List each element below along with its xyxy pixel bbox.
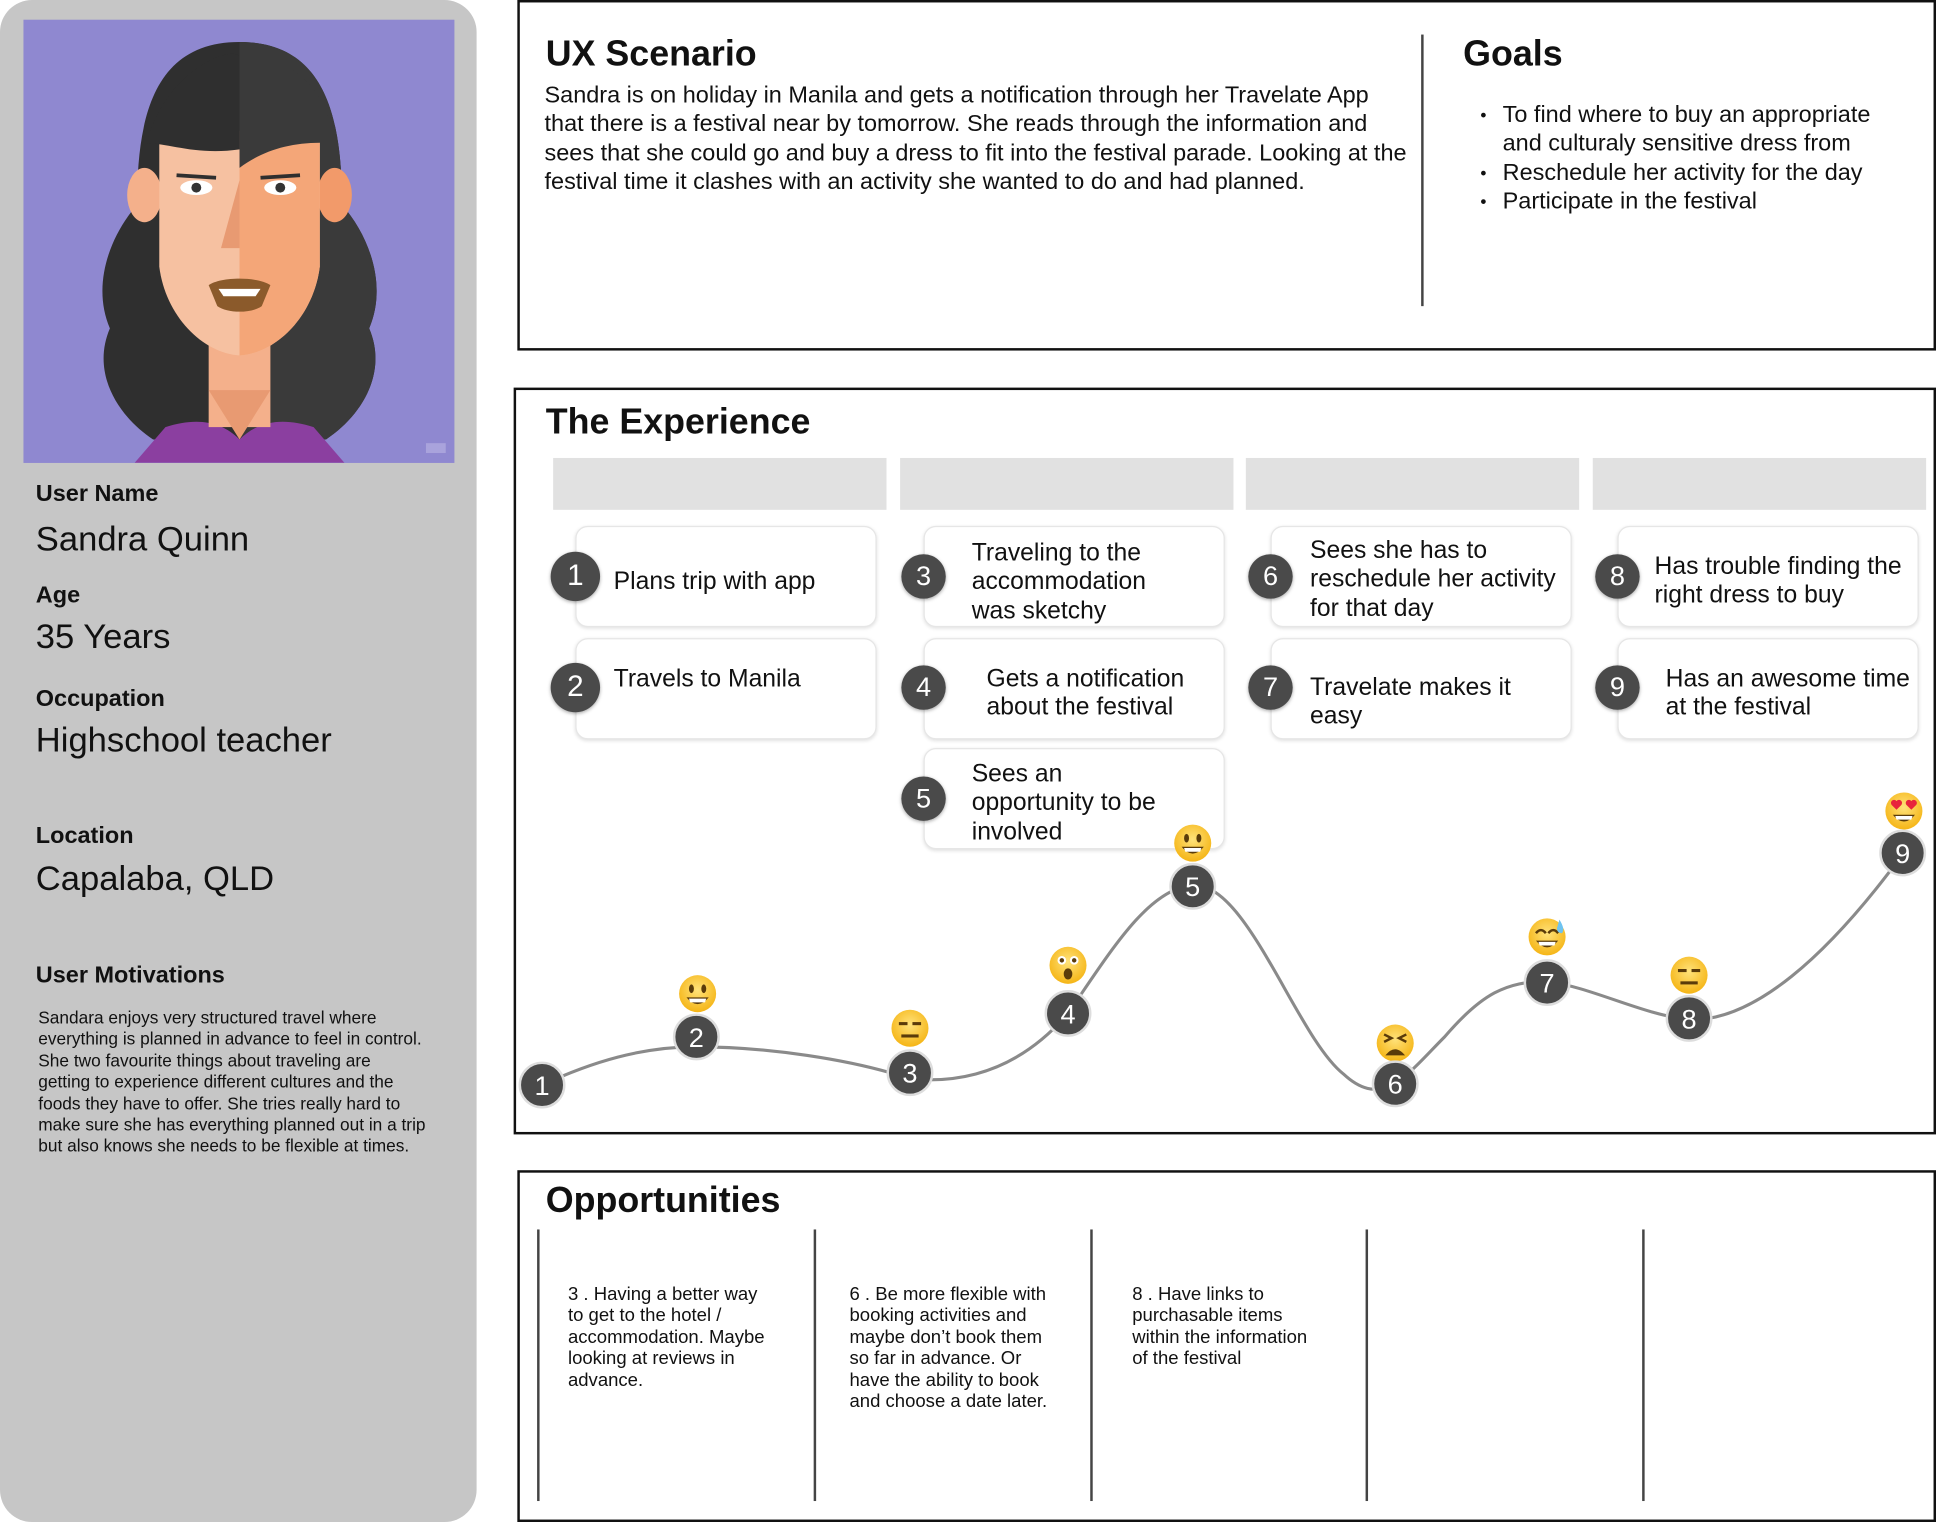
journey-point-label: 1 — [534, 1070, 549, 1101]
step-badge: 4 — [901, 665, 946, 710]
motivations-text: Sandara enjoys very structured travel wh… — [38, 1007, 426, 1156]
goal-item: Reschedule her activity for the day — [1461, 159, 1905, 188]
location-value: Capalaba, QLD — [35, 859, 275, 898]
age-label: Age — [35, 582, 81, 609]
step-card-4 — [923, 638, 1225, 740]
step-badge: 2 — [550, 662, 601, 713]
scenario-title: UX Scenario — [545, 34, 757, 75]
step-card-9 — [1617, 638, 1919, 740]
step-text: Has trouble finding the right dress to b… — [1654, 553, 1902, 610]
step-badge: 3 — [901, 554, 946, 599]
step-badge: 1 — [550, 551, 601, 602]
location-label: Location — [35, 823, 134, 850]
opportunity-divider — [1365, 1229, 1368, 1502]
step-text: Traveling to the accommodation was sketc… — [971, 539, 1147, 625]
motivations-label: User Motivations — [35, 962, 225, 989]
step-card-3 — [923, 525, 1225, 628]
persona-avatar — [23, 19, 455, 463]
opportunity-item: 3 . Having a better way to get to the ho… — [567, 1283, 765, 1391]
scenario-divider — [1421, 34, 1423, 307]
journey-point-label: 9 — [1895, 838, 1910, 869]
step-badge: 6 — [1248, 554, 1293, 599]
user-name-value: Sandra Quinn — [35, 519, 250, 558]
user-name-label: User Name — [35, 481, 159, 508]
step-badge: 5 — [901, 776, 946, 821]
opportunity-divider — [537, 1229, 539, 1502]
journey-point-2: 2 — [672, 1013, 720, 1061]
opportunity-divider — [813, 1229, 816, 1502]
journey-point-label: 8 — [1682, 1003, 1697, 1034]
opportunities-panel — [517, 1170, 1936, 1522]
journey-point-label: 7 — [1540, 967, 1555, 998]
goals-title: Goals — [1463, 34, 1563, 75]
opportunity-item: 6 . Be more flexible with booking activi… — [849, 1283, 1048, 1413]
journey-point-label: 2 — [689, 1022, 704, 1053]
emotion-curve — [541, 853, 1904, 1091]
heart-eyes-face-icon — [1885, 792, 1923, 830]
step-text: Sees an opportunity to be involved — [971, 760, 1156, 846]
step-badge: 7 — [1248, 665, 1293, 710]
step-text: Sees she has to reschedule her activity … — [1310, 536, 1556, 622]
journey-point-label: 3 — [902, 1058, 917, 1089]
occupation-label: Occupation — [35, 686, 165, 713]
journey-point-7: 7 — [1523, 959, 1571, 1007]
phase-bar — [553, 457, 887, 510]
step-card-8 — [1617, 525, 1919, 628]
phase-bar — [1245, 457, 1580, 510]
journey-point-label: 5 — [1185, 871, 1200, 902]
journey-point-4: 4 — [1044, 989, 1092, 1037]
grinning-face-icon — [679, 975, 717, 1013]
phase-bar — [900, 457, 1234, 510]
journey-point-9: 9 — [1879, 829, 1927, 877]
step-text: Travelate makes it easy — [1310, 673, 1511, 731]
tired-face-icon — [1376, 1024, 1414, 1062]
expressionless-face-icon — [891, 1009, 929, 1047]
journey-point-1: 1 — [518, 1061, 566, 1109]
astonished-face-icon — [1049, 946, 1087, 984]
goal-item: Participate in the festival — [1461, 188, 1905, 217]
journey-point-8: 8 — [1665, 994, 1713, 1042]
step-text: Has an awesome time at the festival — [1665, 665, 1910, 722]
step-card-7 — [1270, 638, 1572, 740]
journey-point-6: 6 — [1371, 1060, 1419, 1108]
opportunity-item: 8 . Have links to purchasable items with… — [1132, 1283, 1308, 1370]
goals-list: To find where to buy an appropriate and … — [1461, 101, 1905, 217]
scenario-panel: UX Scenario Sandra is on holiday in Mani… — [517, 0, 1936, 351]
journey-point-label: 6 — [1388, 1069, 1403, 1100]
journey-point-3: 3 — [886, 1049, 934, 1097]
phase-bar — [1592, 457, 1927, 510]
woman-portrait-illustration — [23, 19, 455, 463]
scenario-text: Sandra is on holiday in Manila and gets … — [544, 82, 1407, 196]
step-text: Travels to Manila — [613, 665, 801, 693]
opportunity-divider — [1090, 1229, 1093, 1502]
expressionless-face-icon — [1670, 956, 1708, 994]
opportunity-divider — [1642, 1229, 1645, 1502]
step-text: Plans trip with app — [613, 567, 816, 595]
step-badge: 9 — [1595, 665, 1640, 710]
goal-item: To find where to buy an appropriate and … — [1461, 101, 1905, 159]
step-text: Gets a notification about the festival — [986, 665, 1185, 722]
step-card-2 — [575, 638, 877, 740]
experience-title: The Experience — [545, 402, 811, 442]
occupation-value: Highschool teacher — [35, 720, 332, 760]
sweat-smile-face-icon — [1528, 918, 1566, 956]
step-card-1 — [575, 525, 877, 628]
age-value: 35 Years — [35, 617, 171, 656]
step-card-6 — [1270, 525, 1572, 628]
step-badge: 8 — [1595, 554, 1640, 599]
journey-point-5: 5 — [1169, 862, 1217, 910]
journey-point-label: 4 — [1060, 998, 1075, 1029]
opportunities-title: Opportunities — [545, 1181, 781, 1221]
grinning-face-icon — [1174, 824, 1212, 862]
persona-sidebar: User Name Sandra Quinn Age 35 Years Occu… — [0, 0, 477, 1522]
